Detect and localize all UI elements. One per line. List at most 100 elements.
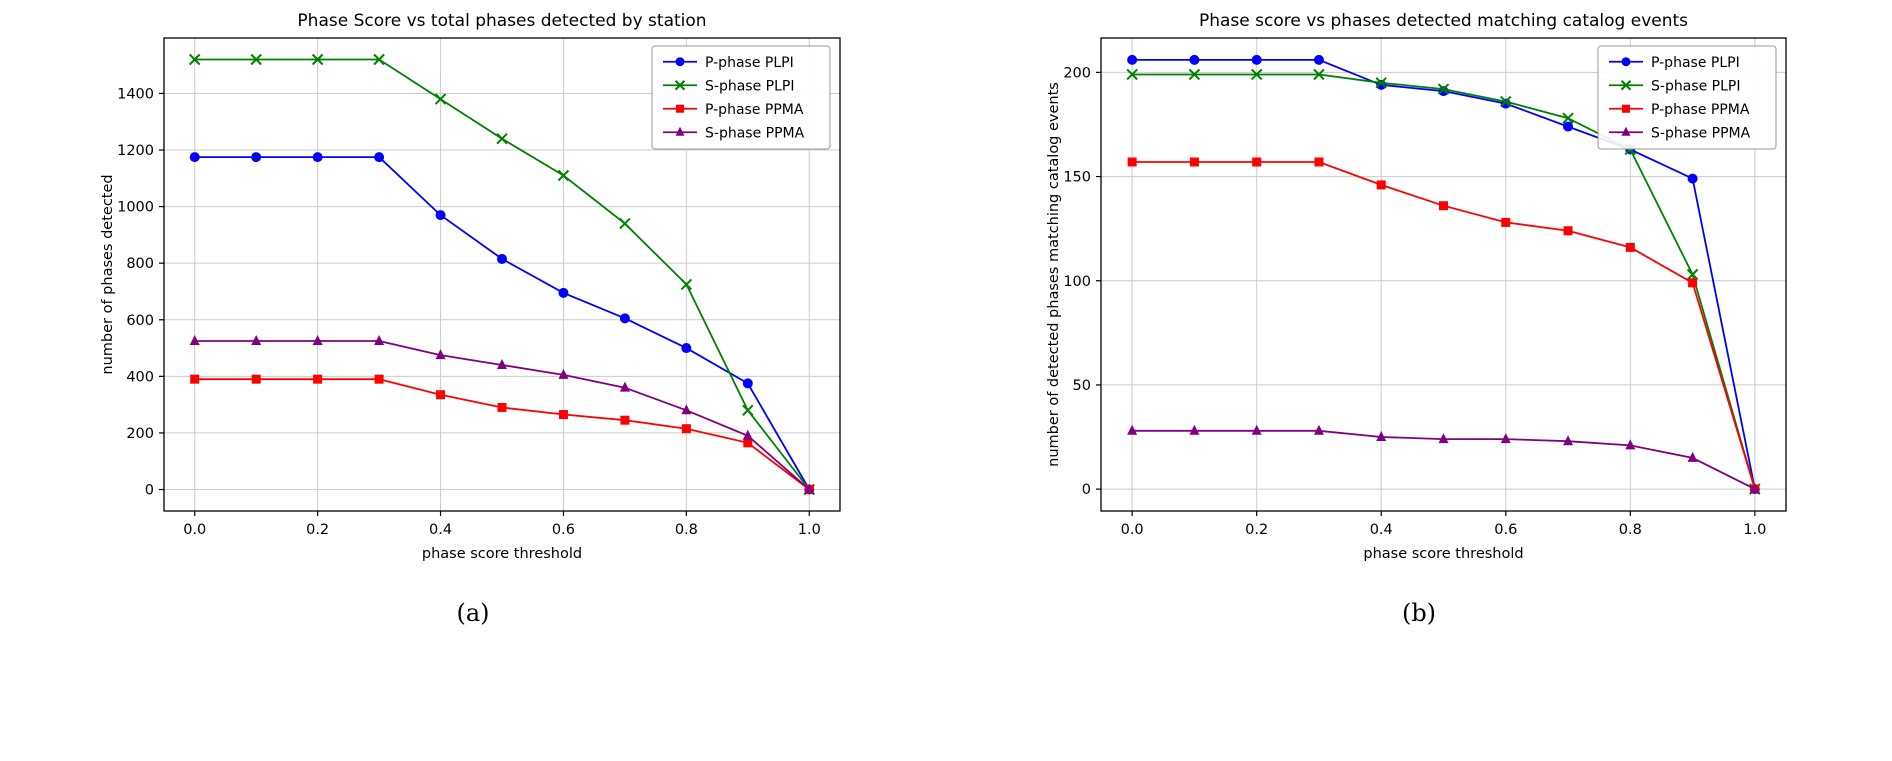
series-s-phase-ppma xyxy=(189,334,815,494)
y-tick-label: 400 xyxy=(126,369,154,385)
data-point-marker xyxy=(1188,68,1201,81)
charts-row: 0.0 0.2 0.4 0.6 0.8 1.0 0 200 400 600 800 1000 1200 1… xyxy=(100,11,1787,627)
data-point-marker xyxy=(1376,79,1387,90)
data-point-marker xyxy=(681,424,691,434)
data-point-marker xyxy=(1439,201,1448,211)
y-axis-label: number of phases detected xyxy=(100,174,116,374)
y-tick-label: 0 xyxy=(1082,482,1091,498)
data-point-marker xyxy=(742,429,753,440)
data-point-marker xyxy=(1563,435,1574,446)
data-point-marker xyxy=(189,53,201,66)
data-point-marker xyxy=(742,404,754,416)
x-tick-label: 0.8 xyxy=(675,522,698,538)
data-point-marker xyxy=(1127,424,1138,435)
data-point-marker xyxy=(1500,95,1512,108)
data-point-marker xyxy=(374,152,385,163)
x-tick-label: 0.2 xyxy=(1245,522,1268,538)
x-axis: 0.0 0.2 0.4 0.6 0.8 1.0 xyxy=(183,511,821,538)
data-point-marker xyxy=(742,378,753,389)
x-tick-label: 0.0 xyxy=(1121,522,1144,538)
data-point-marker xyxy=(681,343,692,354)
data-point-marker xyxy=(1621,57,1631,67)
data-point-marker xyxy=(251,334,262,345)
x-tick-label: 0.4 xyxy=(1370,522,1393,538)
data-point-marker xyxy=(1562,112,1574,124)
data-point-marker xyxy=(250,53,262,66)
legend-label: S-phase PPMA xyxy=(1651,125,1751,141)
data-point-marker xyxy=(1625,439,1636,450)
data-point-marker xyxy=(1563,226,1573,236)
x-tick-label: 0.2 xyxy=(306,522,329,538)
data-point-marker xyxy=(1376,431,1387,442)
y-tick-label: 1400 xyxy=(117,86,154,102)
legend-label: P-phase PLPI xyxy=(705,55,794,71)
chart-a-caption: (a) xyxy=(456,599,490,627)
data-point-marker xyxy=(804,483,815,494)
data-point-marker xyxy=(1251,424,1262,435)
y-tick-label: 800 xyxy=(126,256,154,272)
x-tick-label: 0.6 xyxy=(552,522,575,538)
legend-item: S-phase PPMA xyxy=(663,125,805,141)
data-point-marker xyxy=(435,349,446,360)
data-point-marker xyxy=(1438,433,1449,444)
data-point-marker xyxy=(251,374,261,384)
data-point-marker xyxy=(1313,424,1324,435)
y-tick-label: 0 xyxy=(145,483,154,499)
x-axis: 0.0 0.2 0.4 0.6 0.8 1.0 xyxy=(1121,511,1766,538)
data-point-marker xyxy=(1251,54,1262,65)
data-point-marker xyxy=(619,217,631,230)
data-point-marker xyxy=(676,104,684,113)
data-point-marker xyxy=(620,415,630,425)
data-point-marker xyxy=(619,313,630,324)
data-point-marker xyxy=(189,334,200,345)
data-point-marker xyxy=(558,287,569,298)
y-tick-label: 50 xyxy=(1073,378,1091,394)
data-point-marker xyxy=(497,253,507,264)
data-point-marker xyxy=(1375,77,1387,89)
legend-label: P-phase PLPI xyxy=(1651,55,1740,71)
y-tick-label: 1000 xyxy=(117,200,154,216)
legend-item: P-phase PLPI xyxy=(1609,55,1740,71)
series-s-phase-plpi xyxy=(189,53,815,496)
y-tick-label: 150 xyxy=(1063,170,1091,186)
data-point-marker xyxy=(435,210,446,221)
x-tick-label: 1.0 xyxy=(1743,522,1766,538)
series-s-phase-plpi xyxy=(1126,68,1761,495)
chart-b-caption: (b) xyxy=(1401,599,1437,627)
series-s-phase-ppma xyxy=(1127,424,1760,494)
data-point-marker xyxy=(1313,54,1324,65)
data-point-marker xyxy=(313,374,323,384)
data-point-marker xyxy=(1126,68,1138,81)
data-point-marker xyxy=(1250,68,1263,81)
data-point-marker xyxy=(619,381,630,392)
x-tick-label: 0.0 xyxy=(183,522,206,538)
data-point-marker xyxy=(1127,54,1138,65)
data-point-marker xyxy=(1563,121,1574,132)
y-tick-label: 200 xyxy=(126,426,154,442)
data-point-marker xyxy=(1438,86,1449,97)
data-point-marker xyxy=(1687,173,1698,184)
x-tick-label: 1.0 xyxy=(798,522,821,538)
data-point-marker xyxy=(1189,424,1200,435)
data-point-marker xyxy=(1688,278,1698,288)
data-point-marker xyxy=(312,152,323,163)
chart-b-canvas: 0.0 0.2 0.4 0.6 0.8 1.0 0 50 100 150 200 Phase scor… xyxy=(1046,11,1787,562)
y-axis: 0 200 400 600 800 1000 1200 1400 xyxy=(117,86,164,499)
data-point-marker xyxy=(1500,433,1511,444)
chart-title: Phase Score vs total phases detected by … xyxy=(297,11,706,31)
data-point-marker xyxy=(1501,217,1511,227)
series-p-phase-plpi xyxy=(189,152,815,495)
data-point-marker xyxy=(1687,451,1698,462)
data-point-marker xyxy=(1314,157,1324,167)
data-point-marker xyxy=(496,133,508,145)
x-axis-label: phase score threshold xyxy=(422,546,582,562)
data-point-marker xyxy=(1313,68,1325,81)
data-point-marker xyxy=(374,374,384,384)
data-point-marker xyxy=(374,334,385,345)
data-point-marker xyxy=(1189,54,1200,65)
legend-item: P-phase PPMA xyxy=(663,102,804,118)
legend-label: S-phase PLPI xyxy=(1651,78,1740,94)
legend-label: S-phase PPMA xyxy=(705,125,805,141)
y-tick-label: 1200 xyxy=(117,143,154,159)
